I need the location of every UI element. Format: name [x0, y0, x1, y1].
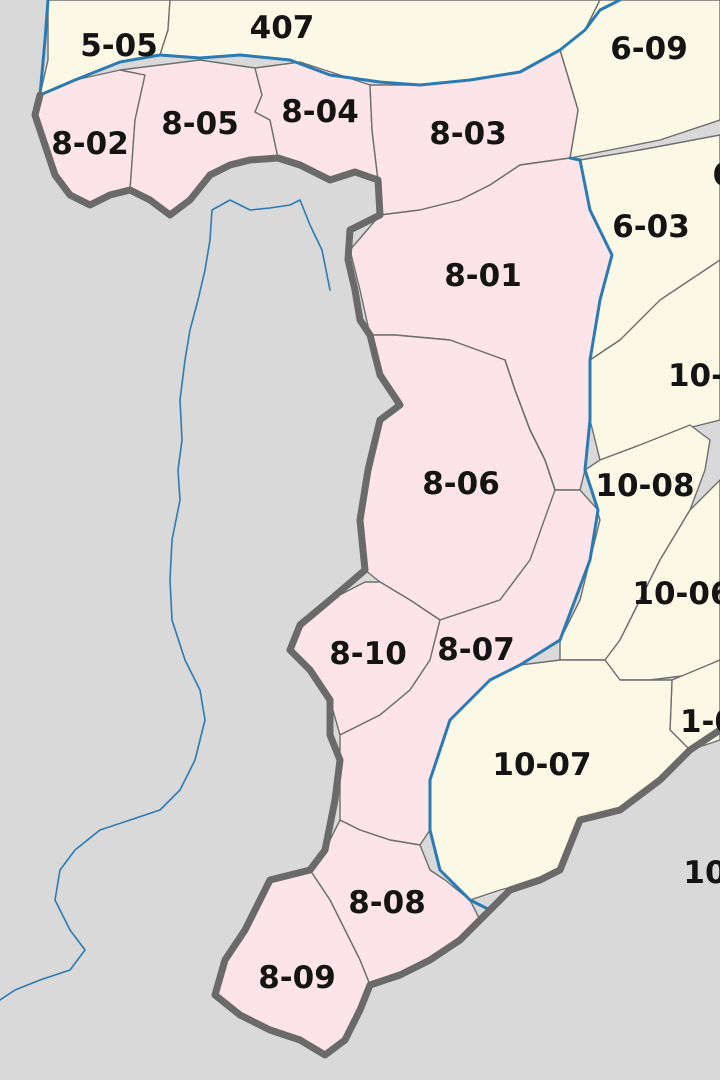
label-10-partial-b: 10: [683, 855, 720, 891]
label-6-partial: 6: [712, 157, 720, 193]
coast-outline: [486, 726, 720, 914]
label-10-partial-a: 10-: [668, 358, 720, 394]
label-8-02: 8-02: [51, 126, 129, 162]
label-8-10: 8-10: [329, 636, 407, 672]
label-1-0-partial: 1-0: [680, 704, 720, 740]
region-10-left[interactable]: [589, 259, 720, 461]
label-8-08: 8-08: [348, 885, 426, 921]
neighbor-regions: [39, 0, 720, 901]
highlighted-labels: 8-02 8-05 8-04 8-03 8-01 8-06 8-10 8-07 …: [51, 94, 522, 996]
label-5-05: 5-05: [80, 28, 158, 64]
label-8-03: 8-03: [429, 116, 507, 152]
inner-boundary: [504, 359, 556, 491]
label-10-07: 10-07: [492, 747, 591, 783]
blue-boundary-west-top: [38, 0, 50, 97]
label-6-09: 6-09: [610, 31, 688, 67]
label-8-05: 8-05: [161, 106, 239, 142]
label-407: 407: [250, 10, 315, 46]
blue-boundary-east: [428, 156, 614, 912]
label-8-04: 8-04: [281, 94, 359, 130]
label-10-06: 10-06: [632, 576, 720, 612]
label-8-06: 8-06: [422, 466, 500, 502]
province-outline: [31, 91, 494, 1059]
blue-boundary-north: [38, 0, 622, 97]
label-8-09: 8-09: [258, 960, 336, 996]
label-6-03: 6-03: [612, 209, 690, 245]
label-8-01: 8-01: [444, 258, 522, 294]
neighbor-labels: 5-05 407 6-09 6-03 6 10- 10-08 10-06 1-0…: [80, 10, 720, 891]
label-8-07: 8-07: [437, 632, 515, 668]
river: [0, 199, 331, 1001]
label-10-08: 10-08: [595, 468, 694, 504]
